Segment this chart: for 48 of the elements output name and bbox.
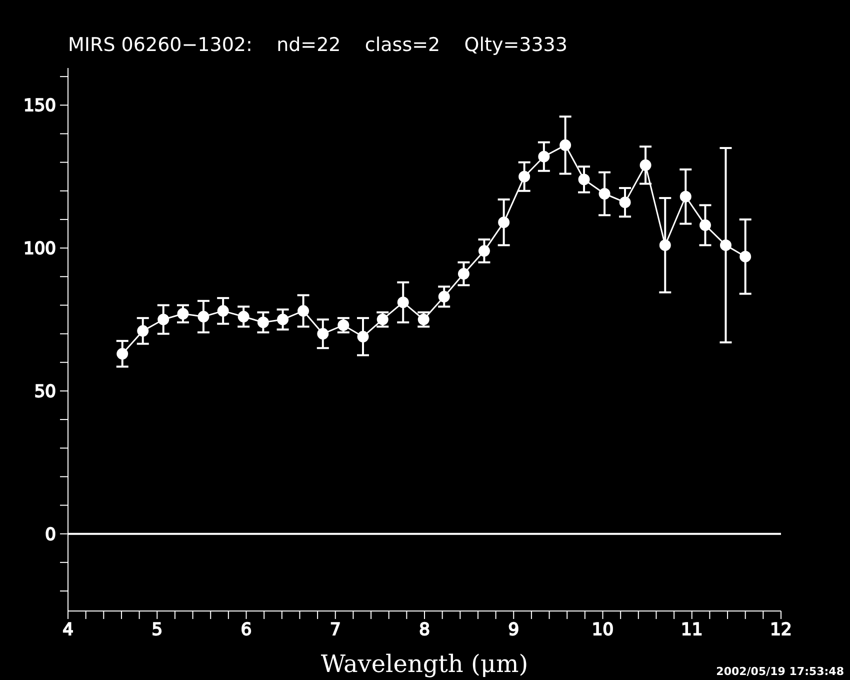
point (277, 314, 289, 326)
point (538, 150, 550, 162)
y-tick-label: 50 (34, 382, 56, 402)
point (217, 305, 229, 317)
point (257, 316, 269, 328)
point (137, 325, 149, 337)
point (518, 170, 530, 182)
point (578, 174, 590, 186)
point (560, 139, 572, 151)
x-tick-label: 12 (770, 620, 792, 640)
point (699, 219, 711, 231)
text: 2002/05/19 17:53:48 (716, 665, 844, 678)
y-tick-label: 0 (45, 524, 56, 545)
point (357, 330, 369, 342)
point (317, 328, 329, 340)
point (198, 310, 210, 322)
x-tick-label: 8 (419, 620, 430, 640)
x-tick-label: 4 (62, 620, 74, 640)
point (298, 305, 310, 317)
x-tick-label: 10 (592, 620, 614, 640)
point (659, 239, 671, 251)
point (458, 268, 470, 280)
point (640, 159, 652, 171)
x-axis-title: Wavelength (μm) (320, 650, 528, 678)
point (619, 196, 631, 208)
point (177, 308, 189, 320)
y-tick-label: 100 (24, 239, 56, 260)
point (438, 290, 450, 302)
x-tick-label: 5 (152, 620, 163, 640)
point (238, 310, 250, 322)
point (418, 314, 430, 326)
chart-title: MIRS 06260−1302: nd=22 class=2 Qlty=3333 (68, 34, 568, 56)
point (498, 216, 510, 228)
x-tick-label: 7 (330, 620, 341, 640)
point (397, 296, 409, 308)
point (116, 348, 128, 360)
point (680, 190, 692, 202)
point (740, 250, 752, 262)
x-tick-label: 9 (508, 620, 520, 640)
point (478, 245, 490, 257)
point (338, 319, 350, 331)
point (158, 314, 170, 326)
point (376, 314, 388, 326)
y-tick-label: 150 (24, 96, 56, 116)
point (720, 239, 732, 251)
x-tick-label: 11 (681, 620, 703, 640)
x-tick-label: 6 (240, 620, 252, 640)
point (598, 188, 610, 200)
